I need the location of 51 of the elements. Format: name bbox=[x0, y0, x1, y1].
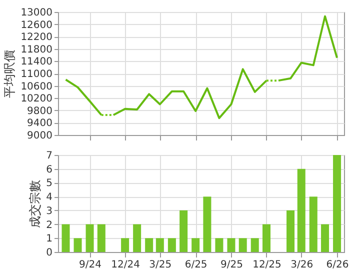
bar bbox=[156, 238, 164, 252]
y-tick-label: 3 bbox=[46, 206, 52, 217]
y-tick-label: 6 bbox=[46, 164, 52, 176]
bar bbox=[250, 238, 259, 252]
x-tick-label: 6/25 bbox=[184, 260, 208, 270]
y-tick-label: 5 bbox=[46, 178, 52, 190]
bar bbox=[74, 238, 82, 252]
bar bbox=[321, 224, 330, 252]
x-tick-label: 12/24 bbox=[111, 260, 140, 270]
bar bbox=[168, 238, 176, 252]
bar bbox=[86, 224, 94, 252]
bar bbox=[297, 168, 306, 252]
y-tick-label: 9800 bbox=[27, 106, 52, 117]
bar bbox=[145, 238, 154, 252]
x-tick-label: 3/25 bbox=[149, 260, 172, 270]
bar bbox=[203, 196, 212, 252]
bar bbox=[238, 238, 247, 252]
bar bbox=[333, 155, 342, 252]
bar bbox=[262, 224, 270, 252]
bar bbox=[227, 238, 236, 252]
y-tick-label: 4 bbox=[46, 192, 52, 204]
bar bbox=[97, 224, 106, 252]
bar bbox=[62, 224, 70, 252]
x-tick-label: 3/26 bbox=[290, 260, 314, 270]
y-tick-label: 12200 bbox=[20, 32, 52, 44]
y-tick-label: 7 bbox=[46, 150, 52, 162]
y-tick-label: 11400 bbox=[20, 56, 52, 68]
x-tick-label: 9/24 bbox=[79, 260, 102, 270]
bar bbox=[286, 210, 295, 252]
y-tick-label: 9000 bbox=[27, 130, 52, 142]
y-tick-label: 11800 bbox=[20, 44, 52, 56]
y-tick-label: 10200 bbox=[20, 94, 52, 105]
y-tick-label: 1 bbox=[46, 234, 52, 245]
bar bbox=[180, 210, 188, 252]
x-tick-label: 9/25 bbox=[220, 260, 243, 270]
bar bbox=[192, 238, 200, 252]
y-tick-label: 11000 bbox=[20, 69, 52, 80]
y-tick-label: 12600 bbox=[20, 20, 52, 31]
bar bbox=[133, 224, 142, 252]
bar bbox=[121, 238, 130, 252]
y-tick-label: 0 bbox=[46, 248, 52, 258]
bar bbox=[215, 238, 224, 252]
y-tick-label: 13000 bbox=[20, 8, 52, 18]
y-axis-title: 平均呎價 bbox=[2, 50, 17, 98]
y-tick-label: 2 bbox=[46, 220, 52, 231]
y-tick-label: 9400 bbox=[27, 118, 52, 130]
x-tick-label: 6/26 bbox=[326, 260, 349, 270]
x-tick-label: 12/25 bbox=[252, 260, 282, 270]
bar bbox=[309, 196, 318, 252]
y-tick-label: 10600 bbox=[20, 81, 52, 92]
y-axis-title: 成交宗數 bbox=[28, 180, 42, 228]
